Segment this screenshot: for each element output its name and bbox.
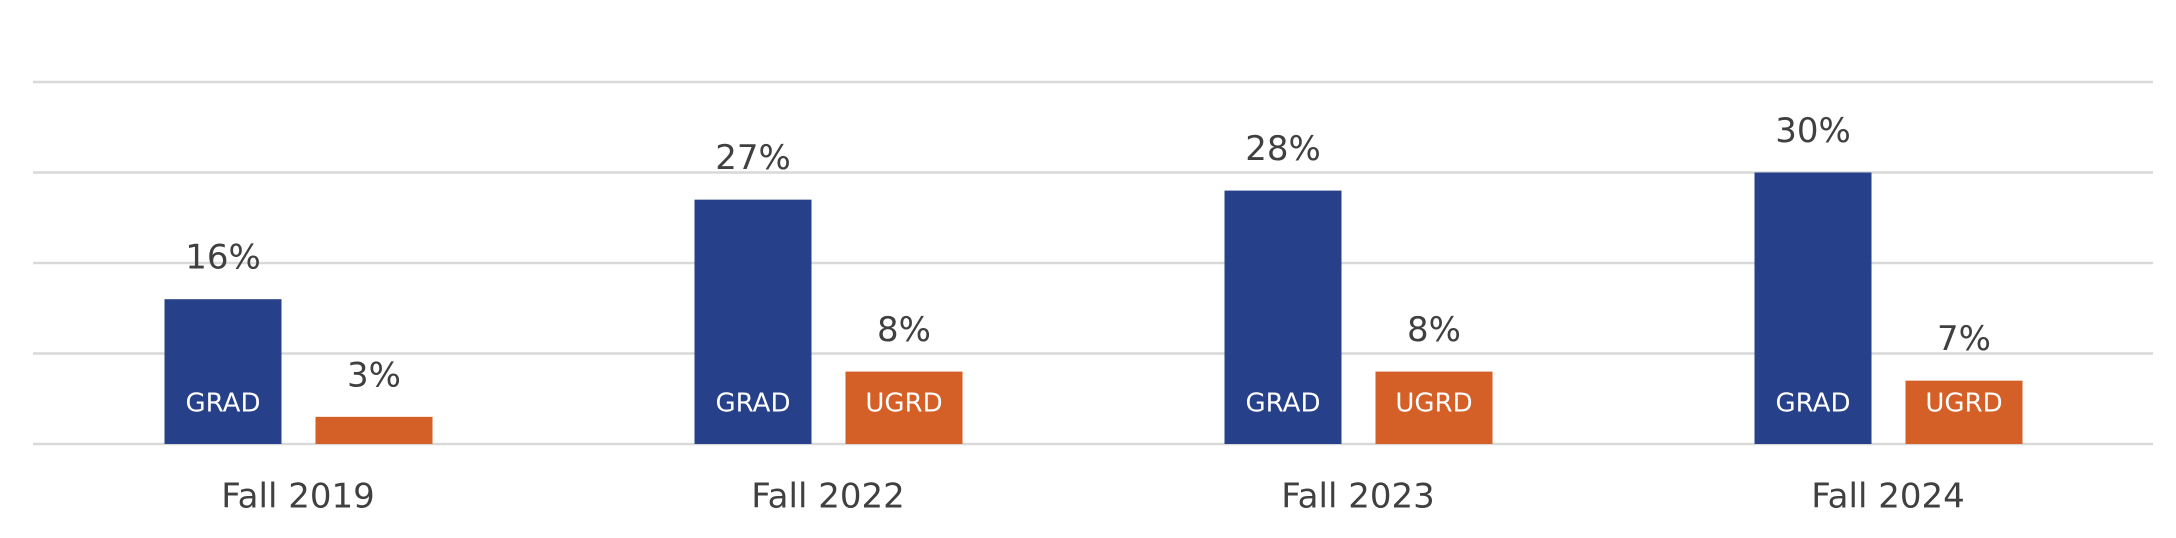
series-label: UGRD	[1395, 389, 1472, 419]
bar	[1224, 190, 1342, 444]
bar	[1905, 380, 2023, 444]
value-label: 3%	[347, 355, 401, 395]
value-label: 16%	[185, 238, 261, 278]
series-label: UGRD	[865, 389, 942, 419]
series-label: GRAD	[1246, 389, 1321, 419]
bar	[845, 371, 963, 444]
value-label: 8%	[1407, 310, 1461, 350]
value-label: 30%	[1775, 111, 1851, 151]
series-label: GRAD	[186, 389, 261, 419]
x-tick-label: Fall 2022	[751, 477, 905, 517]
value-label: 27%	[715, 138, 791, 178]
series-label: GRAD	[1776, 389, 1851, 419]
series-label: GRAD	[716, 389, 791, 419]
bar	[164, 299, 282, 444]
series-label: UGRD	[1925, 389, 2002, 419]
bar	[694, 199, 812, 444]
value-label: 7%	[1937, 319, 1991, 359]
bar	[1754, 172, 1872, 444]
x-tick-label: Fall 2019	[221, 477, 375, 517]
value-label: 28%	[1245, 129, 1321, 169]
bar	[1375, 371, 1493, 444]
bar	[315, 416, 433, 444]
x-tick-label: Fall 2024	[1811, 477, 1965, 517]
value-label: 8%	[877, 310, 931, 350]
x-tick-label: Fall 2023	[1281, 477, 1435, 517]
